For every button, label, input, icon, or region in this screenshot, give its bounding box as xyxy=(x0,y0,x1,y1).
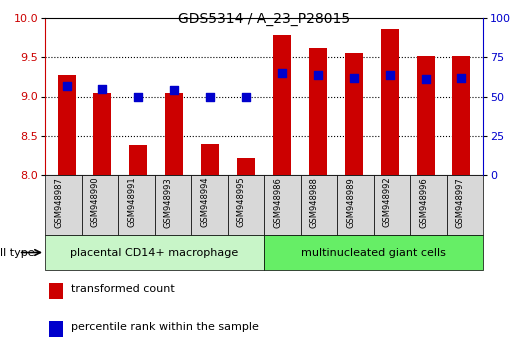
Text: GSM948990: GSM948990 xyxy=(91,177,100,227)
Text: GSM948993: GSM948993 xyxy=(164,177,173,228)
Point xyxy=(62,83,71,88)
Bar xyxy=(49,282,63,299)
Text: transformed count: transformed count xyxy=(71,284,175,295)
Text: GSM948992: GSM948992 xyxy=(383,177,392,227)
Text: multinucleated giant cells: multinucleated giant cells xyxy=(301,247,446,257)
Point xyxy=(134,94,143,99)
Bar xyxy=(45,235,264,270)
Bar xyxy=(49,321,63,337)
Bar xyxy=(410,175,447,235)
Bar xyxy=(154,175,191,235)
Bar xyxy=(201,144,219,175)
Text: placental CD14+ macrophage: placental CD14+ macrophage xyxy=(71,247,238,257)
Point xyxy=(278,70,286,76)
Bar xyxy=(264,235,483,270)
Point xyxy=(422,76,430,82)
Bar xyxy=(58,75,75,175)
Bar xyxy=(273,35,291,175)
Point xyxy=(98,86,107,91)
Point xyxy=(242,94,250,99)
Bar xyxy=(345,52,363,175)
Bar xyxy=(45,175,82,235)
Text: GDS5314 / A_23_P28015: GDS5314 / A_23_P28015 xyxy=(178,12,350,27)
Text: GSM948997: GSM948997 xyxy=(456,177,465,228)
Bar xyxy=(165,93,183,175)
Point xyxy=(314,72,322,78)
Bar xyxy=(381,29,399,175)
Bar xyxy=(417,56,435,175)
Point xyxy=(349,75,358,80)
Bar xyxy=(447,175,483,235)
Text: percentile rank within the sample: percentile rank within the sample xyxy=(71,322,259,332)
Bar xyxy=(191,175,228,235)
Text: GSM948987: GSM948987 xyxy=(54,177,63,228)
Bar xyxy=(301,175,337,235)
Text: GSM948995: GSM948995 xyxy=(237,177,246,227)
Bar xyxy=(373,175,410,235)
Text: GSM948989: GSM948989 xyxy=(346,177,355,228)
Bar xyxy=(309,48,327,175)
Text: cell type: cell type xyxy=(0,247,35,257)
Bar xyxy=(228,175,264,235)
Text: GSM948996: GSM948996 xyxy=(419,177,428,228)
Bar xyxy=(94,93,111,175)
Text: GSM948988: GSM948988 xyxy=(310,177,319,228)
Point xyxy=(385,72,394,78)
Point xyxy=(170,87,178,93)
Bar xyxy=(452,56,470,175)
Bar xyxy=(82,175,118,235)
Text: GSM948986: GSM948986 xyxy=(273,177,282,228)
Point xyxy=(457,75,465,80)
Point xyxy=(206,94,214,99)
Bar xyxy=(118,175,154,235)
Bar xyxy=(264,175,301,235)
Bar xyxy=(237,158,255,175)
Bar xyxy=(129,145,147,175)
Bar xyxy=(337,175,373,235)
Text: GSM948991: GSM948991 xyxy=(127,177,137,227)
Text: GSM948994: GSM948994 xyxy=(200,177,209,227)
